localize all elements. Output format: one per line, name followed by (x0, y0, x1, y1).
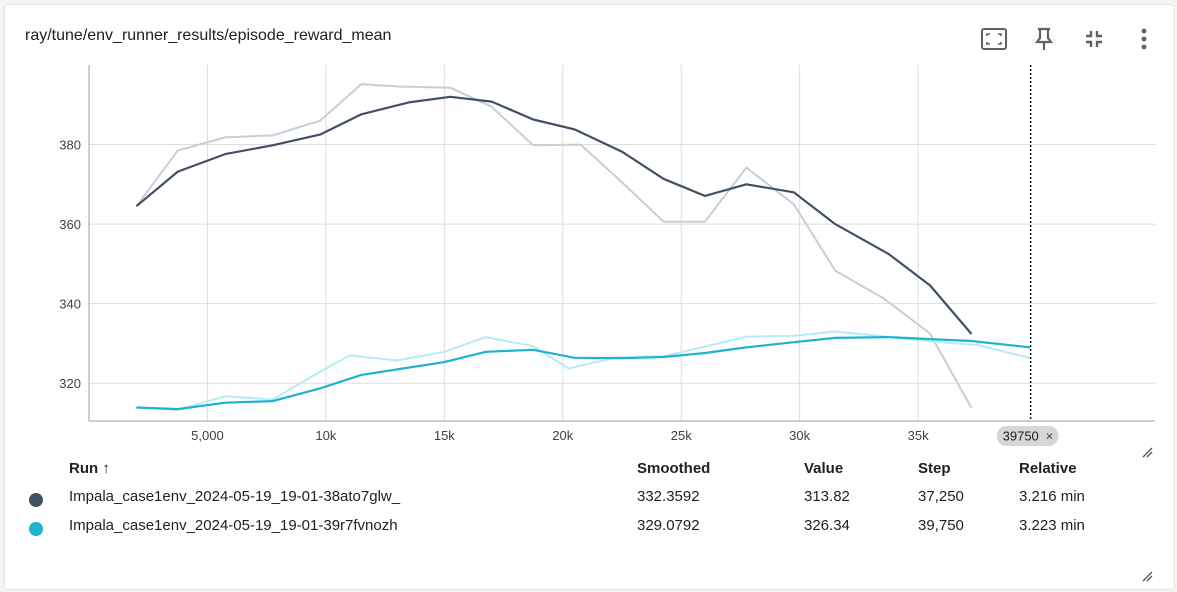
x-tick-label: 15k (434, 428, 455, 443)
header-step: Step (918, 460, 951, 477)
collapse-button[interactable] (1076, 21, 1112, 57)
run-relative: 3.223 min (1019, 517, 1085, 534)
run-color-swatch (29, 522, 43, 536)
x-tick-label: 30k (789, 428, 810, 443)
run-step: 37,250 (918, 488, 964, 505)
run-name: Impala_case1env_2024-05-19_19-01-39r7fvn… (69, 517, 398, 534)
more-options-button[interactable] (1126, 21, 1162, 57)
run-step: 39,750 (918, 517, 964, 534)
y-tick-label: 340 (59, 297, 81, 312)
run-name: Impala_case1env_2024-05-19_19-01-38ato7g… (69, 488, 401, 505)
pin-button[interactable] (1026, 21, 1062, 57)
series-1-smoothed-line (135, 95, 973, 335)
step-cursor-chip-bg (996, 426, 1059, 446)
run-smoothed: 332.3592 (637, 488, 700, 505)
x-tick-label: 5,000 (191, 428, 224, 443)
resize-chart-handle[interactable] (1141, 446, 1153, 458)
y-tick-label: 320 (59, 376, 81, 391)
fit-to-data-icon (981, 28, 1007, 50)
resize-table-handle[interactable] (1141, 570, 1153, 582)
more-vert-icon (1141, 28, 1147, 50)
collapse-icon (1086, 31, 1102, 47)
line-chart[interactable]: 5,000 10k 15k 20k 25k 30k 35k 320 340 360 380 3975… (5, 5, 1174, 455)
table-row[interactable]: Impala_case1env_2024-05-19_19-01-38ato7g… (5, 488, 1174, 516)
y-tick-label: 380 (59, 138, 81, 153)
header-run[interactable]: Run ↑ (69, 460, 110, 477)
run-color-swatch (29, 493, 43, 507)
run-relative: 3.216 min (1019, 488, 1085, 505)
series-2-raw-line (136, 330, 1031, 411)
chart-title: ray/tune/env_runner_results/episode_rewa… (25, 27, 392, 44)
runs-table-header: Run ↑ Smoothed Value Step Relative (5, 460, 1174, 488)
step-cursor-chip[interactable]: 39750 × (996, 426, 1059, 446)
header-value: Value (804, 460, 844, 477)
x-tick-label: 10k (315, 428, 336, 443)
chart-toolbar (976, 21, 1162, 57)
run-value: 326.34 (804, 517, 850, 534)
series-2-smoothed-line (136, 336, 1031, 411)
run-smoothed: 329.0792 (637, 517, 700, 534)
x-tick-label: 25k (671, 428, 692, 443)
close-icon[interactable]: × (1046, 429, 1054, 444)
chart-card: ray/tune/env_runner_results/episode_rewa… (4, 4, 1175, 590)
y-tick-label: 360 (59, 217, 81, 232)
x-tick-label: 35k (908, 428, 929, 443)
header-relative: Relative (1019, 460, 1077, 477)
x-tick-label: 20k (552, 428, 573, 443)
pin-icon (1034, 27, 1054, 50)
fit-to-data-button[interactable] (976, 21, 1012, 57)
step-cursor-label: 39750 (1003, 429, 1039, 444)
header-smoothed: Smoothed (637, 460, 711, 477)
table-row[interactable]: Impala_case1env_2024-05-19_19-01-39r7fvn… (5, 517, 1174, 545)
series-1-raw-line (135, 83, 973, 409)
run-value: 313.82 (804, 488, 850, 505)
